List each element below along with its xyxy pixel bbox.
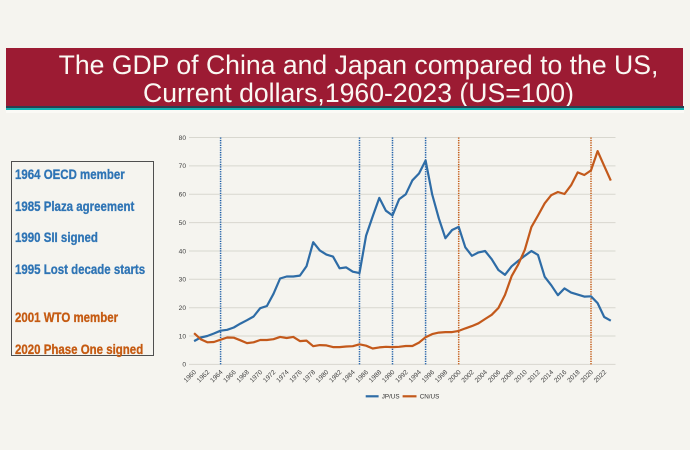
svg-text:1976: 1976 [288, 369, 304, 385]
svg-text:40: 40 [179, 248, 187, 255]
svg-text:1978: 1978 [302, 369, 318, 385]
svg-text:2016: 2016 [553, 369, 569, 385]
svg-text:1964: 1964 [209, 369, 225, 385]
svg-text:1986: 1986 [355, 369, 371, 385]
svg-text:1966: 1966 [222, 369, 238, 385]
svg-text:1992: 1992 [394, 369, 410, 385]
svg-text:CN/US: CN/US [420, 394, 440, 401]
svg-text:1974: 1974 [275, 369, 291, 385]
svg-text:80: 80 [179, 135, 187, 142]
svg-text:1982: 1982 [328, 369, 344, 385]
svg-text:60: 60 [179, 192, 187, 199]
svg-text:1994: 1994 [408, 369, 424, 385]
svg-text:2008: 2008 [500, 369, 516, 385]
svg-text:2006: 2006 [487, 369, 503, 385]
svg-text:1980: 1980 [315, 369, 331, 385]
svg-text:70: 70 [179, 163, 187, 170]
svg-text:JP/US: JP/US [382, 394, 400, 401]
svg-text:1988: 1988 [368, 369, 384, 385]
svg-text:1962: 1962 [196, 369, 212, 385]
svg-text:2000: 2000 [447, 369, 463, 385]
svg-text:1970: 1970 [249, 369, 265, 385]
svg-text:2004: 2004 [474, 369, 490, 385]
svg-text:2018: 2018 [566, 369, 582, 385]
svg-text:2014: 2014 [540, 369, 556, 385]
svg-text:2020: 2020 [580, 369, 596, 385]
svg-text:10: 10 [179, 333, 187, 340]
svg-text:1996: 1996 [421, 369, 437, 385]
svg-text:1968: 1968 [236, 369, 252, 385]
svg-text:1990: 1990 [381, 369, 397, 385]
svg-text:2022: 2022 [593, 369, 609, 385]
svg-text:2012: 2012 [527, 369, 543, 385]
svg-text:1998: 1998 [434, 369, 450, 385]
svg-text:50: 50 [179, 220, 187, 227]
svg-text:0: 0 [182, 362, 186, 369]
svg-text:1960: 1960 [183, 369, 199, 385]
svg-text:1972: 1972 [262, 369, 278, 385]
svg-text:2010: 2010 [513, 369, 529, 385]
svg-text:1984: 1984 [341, 369, 357, 385]
svg-text:2002: 2002 [460, 369, 476, 385]
svg-text:20: 20 [179, 305, 187, 312]
svg-text:30: 30 [179, 277, 187, 284]
